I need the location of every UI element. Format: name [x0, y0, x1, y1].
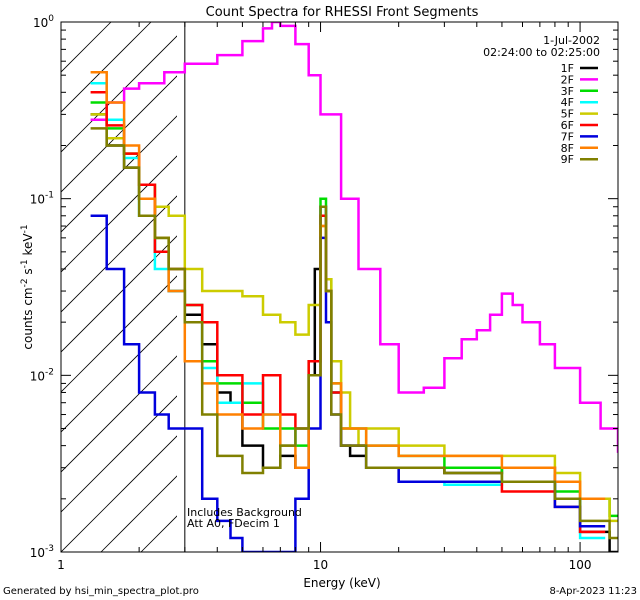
- time-range-label: 02:24:00 to 02:25:00: [483, 46, 600, 59]
- hatch-line: [61, 435, 177, 552]
- x-tick-label: 10: [313, 558, 328, 572]
- background-hatch-region: [61, 22, 640, 552]
- y-tick-label: 100: [33, 14, 54, 30]
- hatch-line: [100, 475, 177, 552]
- series-line-8f: [90, 70, 606, 501]
- legend-label-2f: 2F: [561, 73, 574, 86]
- legend-label-5f: 5F: [561, 108, 574, 121]
- annotation-background: Includes Background: [187, 506, 302, 519]
- x-axis-ticks: 1 10 100: [57, 22, 592, 572]
- legend-label-3f: 3F: [561, 85, 574, 98]
- series-line-1f: [90, 113, 618, 552]
- series-line-9f: [90, 127, 618, 540]
- x-tick-label: 1: [57, 558, 65, 572]
- hatch-line: [61, 315, 177, 433]
- series-line-7f: [90, 214, 606, 552]
- date-label: 1-Jul-2002: [543, 34, 600, 47]
- legend-label-4f: 4F: [561, 96, 574, 109]
- hatch-line: [61, 115, 177, 233]
- legend-label-8f: 8F: [561, 142, 574, 155]
- x-tick-label: 100: [569, 558, 592, 572]
- series-line-4f: [90, 82, 606, 540]
- series-line-3f: [90, 101, 618, 518]
- legend-label-7f: 7F: [561, 130, 574, 143]
- legend-label-6f: 6F: [561, 119, 574, 132]
- series-line-2f: [90, 22, 618, 453]
- y-axis-label: counts cm-2 s-1 keV-1: [20, 224, 35, 349]
- hatch-line: [61, 355, 177, 473]
- hatch-line: [61, 155, 177, 273]
- hatch-line: [61, 195, 177, 313]
- series-layer: [90, 22, 618, 552]
- y-tick-label: 10-1: [30, 191, 54, 207]
- hatch-line: [381, 22, 640, 552]
- footer-generated-by: Generated by hsi_min_spectra_plot.pro: [3, 586, 199, 597]
- hatch-line: [621, 22, 640, 552]
- hatch-line: [61, 395, 177, 513]
- x-axis-label: Energy (keV): [303, 576, 380, 590]
- y-axis-ticks: 100 10-1 10-2 10-3: [30, 14, 618, 560]
- y-tick-label: 10-2: [30, 367, 54, 383]
- plot-frame: [60, 21, 619, 553]
- footer-timestamp: 8-Apr-2023 11:23: [550, 586, 637, 597]
- hatch-line: [61, 75, 177, 193]
- hatch-line: [61, 235, 177, 353]
- series-line-6f: [90, 91, 606, 534]
- chart-title: Count Spectra for RHESSI Front Segments: [206, 5, 479, 20]
- hatch-line: [61, 275, 177, 393]
- hatch-line: [61, 35, 177, 153]
- annotation-attenuator: Att A0, FDecim 1: [187, 517, 280, 530]
- y-tick-label: 10-3: [30, 544, 54, 560]
- legend-label-9f: 9F: [561, 153, 574, 166]
- series-line-5f: [90, 113, 618, 523]
- hatch-line: [61, 22, 152, 113]
- legend-label-1f: 1F: [561, 62, 574, 75]
